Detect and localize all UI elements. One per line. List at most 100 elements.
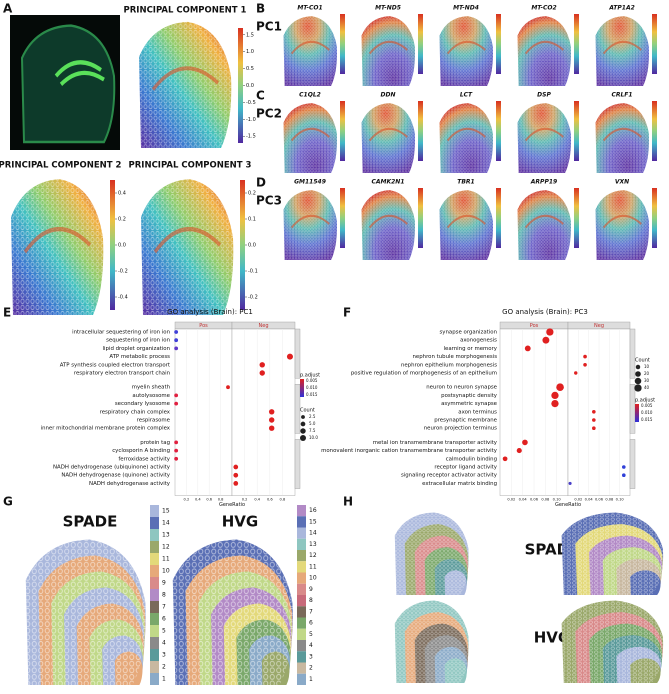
cortex-line	[368, 40, 408, 55]
gene-name: CAMK2N1	[371, 179, 404, 186]
spots	[361, 16, 416, 86]
go-dot	[551, 391, 559, 400]
legend-label: 11	[309, 563, 317, 570]
colorbar	[340, 188, 345, 248]
go-dot	[542, 336, 550, 344]
gene-name: LCT	[460, 92, 473, 99]
go-dot	[174, 338, 179, 343]
cluster-map	[25, 539, 146, 685]
go-term: respiratory chain complex	[100, 409, 171, 415]
legend-tick-label: 5.0	[309, 421, 316, 426]
legend-label: 6	[309, 620, 313, 627]
cortex-line	[290, 127, 330, 142]
colorbar-tick-label: 0.2	[248, 191, 256, 197]
legend-tick-label: 2.5	[309, 414, 316, 419]
colorbar	[652, 188, 657, 248]
legend-label: 11	[162, 556, 170, 563]
go-term: respiratory electron transport chain	[74, 371, 170, 377]
legend-swatch	[297, 640, 306, 652]
cortex-line	[446, 127, 486, 142]
go-term: axonogenesis	[460, 338, 497, 344]
colorbar-tick-label: -0.1	[248, 269, 258, 275]
legend-label: 16	[309, 507, 317, 514]
tissue-map	[361, 103, 416, 173]
x-tick-label: 0.06	[530, 498, 539, 502]
legend-swatch	[150, 625, 159, 637]
colorbar-tick-label: 0.4	[118, 191, 126, 197]
go-term: myelin sheath	[132, 385, 170, 391]
spots	[361, 190, 416, 260]
legend-swatch	[297, 505, 306, 517]
colorbar-tick-label: 0.0	[248, 243, 256, 249]
go-term: receptor ligand activity	[434, 465, 497, 471]
colorbar	[240, 180, 245, 310]
spots	[394, 600, 469, 683]
x-tick-label: 0.06	[595, 498, 604, 502]
panel-label: F	[343, 306, 351, 320]
gene-name: MT-CO1	[297, 5, 322, 12]
legend-label: 3	[162, 652, 166, 659]
tissue-map	[283, 190, 338, 260]
colorbar	[496, 101, 501, 161]
go-term: sequestering of iron ion	[106, 338, 170, 344]
legend-swatch	[297, 550, 306, 562]
go-dot	[268, 425, 275, 431]
go-dot	[174, 346, 179, 351]
legend-swatch	[150, 565, 159, 577]
cortex-line	[290, 40, 330, 55]
x-tick-label: 0.10	[553, 498, 562, 502]
facet-label: Neg	[259, 323, 269, 329]
colorbar-tick-label: -0.2	[248, 295, 258, 301]
x-tick-label: 0.4	[195, 498, 201, 502]
colorbar-tick-label: 1.0	[246, 49, 254, 55]
legend-label: 12	[162, 544, 170, 551]
cortex-line	[368, 127, 408, 142]
go-term: intracellular sequestering of iron ion	[72, 330, 170, 336]
legend-label: 10	[309, 575, 317, 582]
spots	[595, 16, 650, 86]
go-dot	[568, 481, 572, 485]
x-tick-label: 0.4	[254, 498, 260, 502]
x-tick-label: 0.08	[541, 498, 550, 502]
legend-swatch	[297, 673, 306, 685]
spots	[595, 190, 650, 260]
go-dot	[621, 465, 626, 469]
go-dot	[516, 448, 522, 454]
go-term: presynaptic membrane	[434, 418, 497, 424]
colorbar	[418, 188, 423, 248]
legend-swatch	[297, 538, 306, 550]
tissue-map	[439, 103, 494, 173]
legend-label: 15	[162, 508, 170, 515]
colorbar-tick-label: 0.1	[248, 217, 256, 223]
colorbar	[340, 101, 345, 161]
legend-label: 4	[162, 640, 166, 647]
legend-swatch	[297, 516, 306, 528]
tissue-map	[361, 190, 416, 260]
go-term: NADH dehydrogenase activity	[89, 481, 171, 487]
go-term: learning or memory	[444, 346, 498, 352]
go-dot	[551, 399, 559, 408]
go-term: axon terminus	[458, 409, 497, 415]
facet-panel	[174, 328, 233, 496]
colorbar-tick-label: 0.5	[246, 66, 254, 72]
spots	[283, 190, 338, 260]
legend-title: Count	[635, 358, 650, 364]
legend-tick-label: 0.010	[306, 385, 318, 390]
go-dot	[174, 330, 179, 334]
x-tick-label: 0.02	[574, 498, 582, 502]
go-dot	[174, 401, 179, 406]
go-term: lipid droplet organization	[103, 346, 170, 352]
spots	[139, 21, 232, 148]
legend-label: 8	[162, 592, 166, 599]
x-tick-label: 0.2	[184, 498, 190, 502]
legend-swatch	[150, 541, 159, 553]
gene-name: VXN	[615, 179, 629, 186]
legend-label: 5	[309, 631, 313, 638]
legend-label: 3	[309, 653, 313, 660]
go-term: secondary lysosome	[115, 401, 171, 407]
go-dot	[592, 409, 596, 414]
group-strip	[294, 439, 301, 489]
tissue-map	[517, 190, 572, 260]
tissue	[20, 24, 116, 144]
